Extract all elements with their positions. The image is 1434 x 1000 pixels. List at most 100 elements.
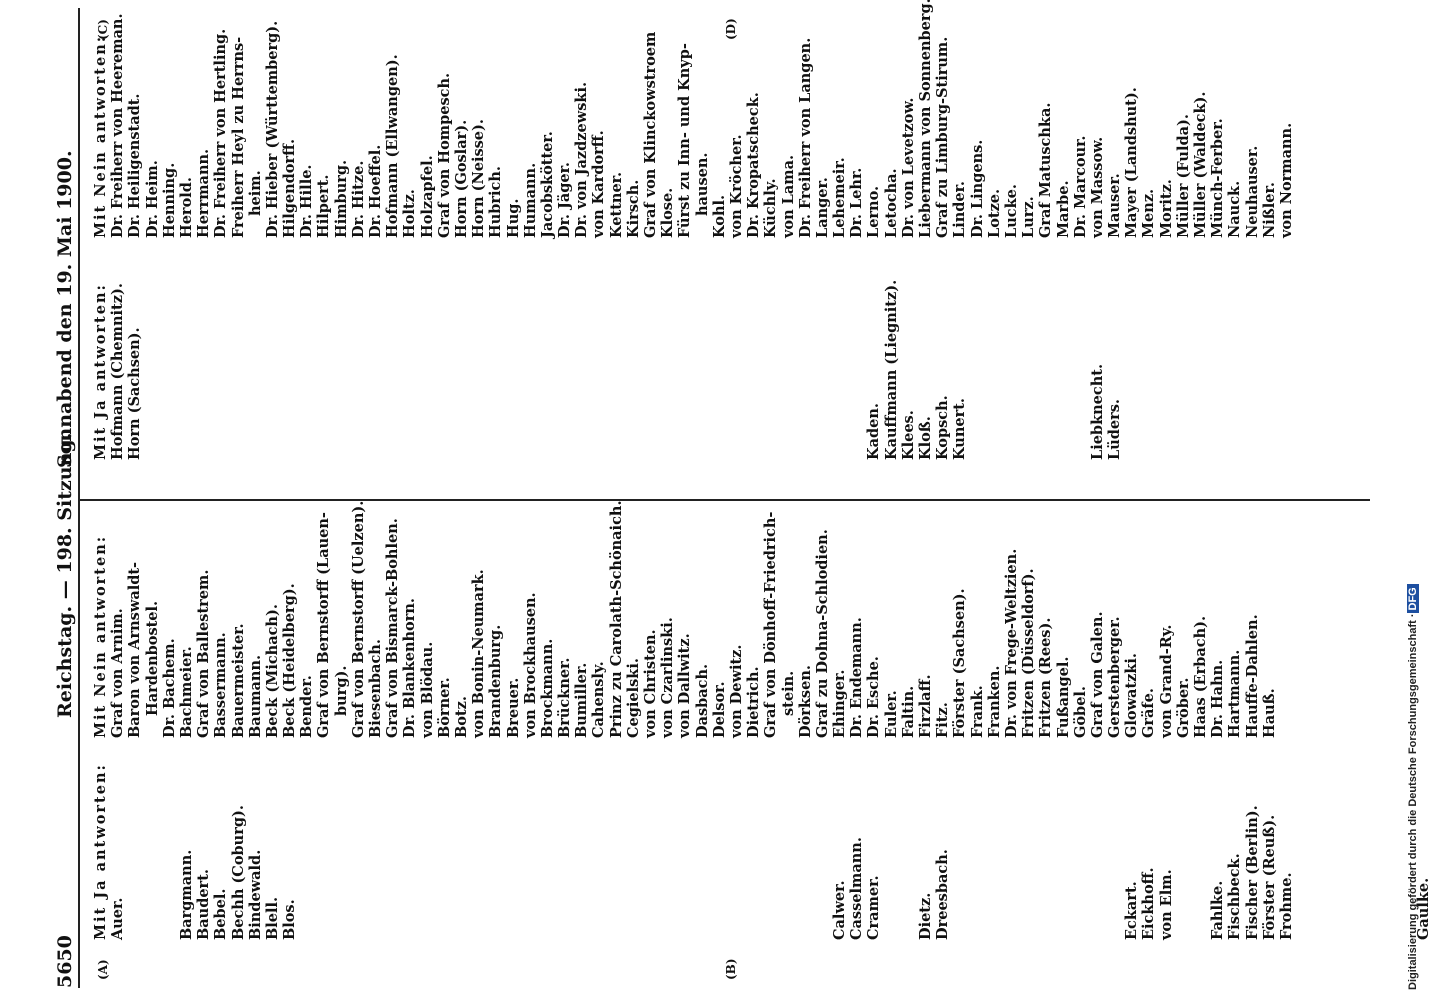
spacer <box>1192 743 1209 940</box>
member-name: Dreesbach. <box>934 849 952 940</box>
member-name: Glowatzki. <box>1123 653 1141 738</box>
member-name: Kopsch. <box>934 395 952 460</box>
spacer <box>780 265 797 460</box>
spacer <box>247 265 264 460</box>
member-name: Kettner. <box>607 171 625 238</box>
member-name: Hofmann (Chemnitz). <box>109 283 127 460</box>
dfg-logo: DFG <box>1407 584 1419 614</box>
spacer <box>659 743 676 940</box>
spacer <box>315 743 332 940</box>
spacer <box>1330 743 1347 940</box>
member-name: Bargmann. <box>177 849 195 940</box>
member-name: Brückner. <box>556 657 574 738</box>
member-name: Calwer. <box>831 880 849 940</box>
spacer <box>1364 743 1381 940</box>
spacer <box>573 743 590 940</box>
spacer <box>625 265 642 460</box>
member-name: Dr. Lehr. <box>848 167 866 238</box>
member-name: Bender. <box>298 675 316 738</box>
spacer <box>608 743 625 940</box>
spacer <box>556 265 573 460</box>
member-name: Horn (Goslar). <box>452 119 470 238</box>
member-name: Baumann. <box>246 654 264 738</box>
member-name: Beck (Michach). <box>263 604 281 738</box>
spacer <box>419 265 436 460</box>
spacer <box>522 743 539 940</box>
member-name: Graf von Bernstorff (Uelzen). <box>349 500 367 738</box>
member-name: Eickhoff. <box>1140 867 1158 940</box>
member-name: Dr. Freiherr von Langen. <box>796 37 814 238</box>
session-title: Reichstag. — 198. Sitzung. <box>54 432 76 718</box>
spacer <box>264 265 281 460</box>
member-name: Blell. <box>263 896 281 940</box>
spacer <box>625 743 642 940</box>
member-name: Bindewald. <box>246 849 264 940</box>
spacer <box>333 265 350 460</box>
spacer <box>487 743 504 940</box>
member-name: Hardenbostel. <box>143 600 161 716</box>
spacer <box>1330 265 1347 460</box>
spacer <box>144 743 161 940</box>
member-name: Jacobskötter. <box>538 131 556 238</box>
member-name: Fischbeck. <box>1226 853 1244 940</box>
column-ja-right: Mit Ja antworten: Hofmann (Chemnitz). Horn… <box>92 265 1434 460</box>
member-name: von Massow. <box>1088 136 1106 238</box>
spacer <box>419 743 436 940</box>
member-name: Hauß. <box>1260 688 1278 738</box>
member-name: Dasbach. <box>693 663 711 738</box>
spacer <box>694 743 711 940</box>
member-name: Haas (Erbach). <box>1192 615 1209 738</box>
member-name: Graf von Dönhoff-Friedrich- <box>762 511 780 738</box>
spacer <box>900 743 917 940</box>
column-ja-left: Mit Ja antworten: Auer. Bargmann. Baudert. B… <box>92 743 1434 940</box>
spacer <box>951 743 968 940</box>
member-name: Dr. Freiherr von Heereman. <box>109 13 127 238</box>
spacer <box>814 743 831 940</box>
member-name: Münch-Ferber. <box>1209 118 1227 238</box>
spacer <box>694 265 711 460</box>
spacer <box>1020 743 1037 940</box>
spacer <box>1295 265 1312 460</box>
spacer <box>1106 743 1123 940</box>
member-name: Fitz. <box>934 702 952 738</box>
member-name: Dr. Heim. <box>143 160 161 238</box>
spacer <box>436 743 453 940</box>
marker-a: (A) <box>96 959 110 980</box>
member-name: Dr. Jäger. <box>556 162 574 238</box>
spacer <box>1020 265 1037 460</box>
member-name: Holzapfel. <box>418 155 436 238</box>
member-name: Dr. Hille. <box>298 164 316 238</box>
member-name: Horn (Neisse). <box>470 119 488 238</box>
spacer <box>1089 743 1106 940</box>
member-name: Delsor. <box>710 681 728 739</box>
member-name: Horn (Sachsen). <box>126 327 144 460</box>
member-name: von Bonin-Neumark. <box>470 569 488 738</box>
member-name: Nißler. <box>1260 182 1278 238</box>
spacer <box>590 265 607 460</box>
member-name: Frohme. <box>1277 872 1295 940</box>
member-name: Holtz. <box>401 189 419 238</box>
member-name: Dr. Blankenhorn. <box>401 598 419 738</box>
member-name: von Elm. <box>1157 869 1175 940</box>
member-name: Graf von Hompesch. <box>435 72 453 238</box>
member-name: burg). <box>332 665 350 716</box>
member-name: Nauck. <box>1226 180 1244 238</box>
member-name: Graf von Galen. <box>1088 611 1106 739</box>
member-name: Graf von Ballestrem. <box>195 569 213 738</box>
spacer <box>642 743 659 940</box>
spacer <box>986 743 1003 940</box>
spacer <box>539 743 556 940</box>
member-name: Eckart. <box>1123 881 1141 940</box>
member-name: Breuer. <box>504 677 522 738</box>
spacer <box>797 743 814 940</box>
member-name: Dr. Lingens. <box>968 139 986 238</box>
spacer <box>1055 743 1072 940</box>
spacer <box>883 743 900 940</box>
member-name: Lüders. <box>1106 399 1124 460</box>
spacer <box>814 265 831 460</box>
member-name: Förster (Reuß). <box>1260 814 1278 940</box>
column-heading: Mit Ja antworten: <box>92 283 109 460</box>
member-name: Kaden. <box>865 403 883 460</box>
member-name: Graf von Bismarck-Bohlen. <box>384 518 402 738</box>
spacer <box>573 265 590 460</box>
